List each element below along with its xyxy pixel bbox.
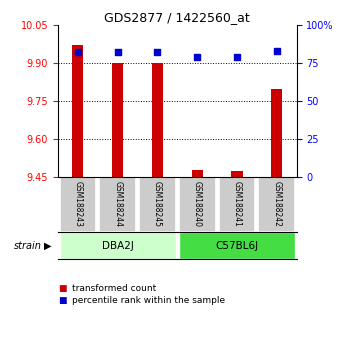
Bar [139, 177, 176, 232]
Bar [258, 177, 295, 232]
Point [155, 49, 160, 55]
Bar [112, 63, 123, 177]
Text: GSM188242: GSM188242 [272, 181, 281, 227]
Text: ■: ■ [58, 284, 66, 293]
Text: DBA2J: DBA2J [102, 240, 134, 251]
Point [274, 48, 280, 53]
Bar [192, 170, 203, 177]
Bar [179, 177, 216, 232]
Point [234, 54, 240, 59]
Text: transformed count: transformed count [72, 284, 156, 293]
Text: strain: strain [14, 240, 42, 251]
Text: GSM188241: GSM188241 [233, 181, 241, 227]
Point [115, 49, 120, 55]
Bar [179, 232, 295, 259]
Point [194, 54, 200, 59]
Title: GDS2877 / 1422560_at: GDS2877 / 1422560_at [104, 11, 250, 24]
Bar [152, 63, 163, 177]
Text: ■: ■ [58, 296, 66, 305]
Text: GSM188240: GSM188240 [193, 181, 202, 227]
Bar [271, 89, 282, 177]
Text: C57BL6J: C57BL6J [216, 240, 258, 251]
Text: percentile rank within the sample: percentile rank within the sample [72, 296, 225, 305]
Bar [232, 171, 242, 177]
Bar [219, 177, 255, 232]
Text: GSM188245: GSM188245 [153, 181, 162, 227]
Text: GSM188244: GSM188244 [113, 181, 122, 227]
Bar [60, 177, 96, 232]
Bar [60, 232, 176, 259]
Point [75, 49, 80, 55]
Bar [99, 177, 136, 232]
Text: GSM188243: GSM188243 [73, 181, 83, 227]
Text: ▶: ▶ [44, 240, 52, 251]
Bar [72, 45, 84, 177]
